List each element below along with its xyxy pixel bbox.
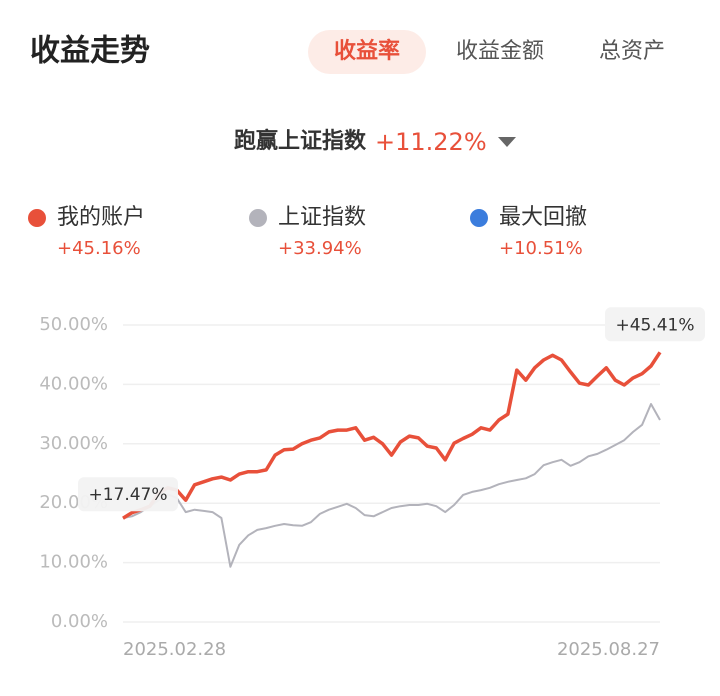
series-line xyxy=(122,403,661,568)
tab[interactable]: 收益金额 xyxy=(456,39,544,64)
legend-name: 最大回撤 xyxy=(499,205,587,230)
legend-value: +33.94% xyxy=(278,238,362,259)
legend-value: +45.16% xyxy=(57,238,141,259)
legend-dot xyxy=(249,209,267,227)
annotation: +45.41% xyxy=(615,315,694,335)
y-tick-label: 30.00% xyxy=(39,433,108,454)
legend-value: +10.51% xyxy=(499,238,583,259)
tab[interactable]: 收益率 xyxy=(334,38,400,64)
legend-dot xyxy=(470,209,488,227)
annotation: +17.47% xyxy=(88,485,167,505)
series-line xyxy=(122,351,662,520)
legend-name: 上证指数 xyxy=(278,205,366,230)
y-tick-label: 0.00% xyxy=(51,611,108,632)
y-tick-label: 10.00% xyxy=(39,552,108,573)
comparison-label: 跑赢上证指数 xyxy=(234,128,367,154)
tab-bg xyxy=(308,30,426,74)
y-tick-label: 50.00% xyxy=(39,314,108,335)
tab[interactable]: 总资产 xyxy=(599,39,665,64)
comparison-value[interactable]: +11.22% xyxy=(375,128,487,156)
y-tick-label: 40.00% xyxy=(39,373,108,394)
annotation-bg xyxy=(78,477,178,512)
legend-name: 我的账户 xyxy=(57,205,145,230)
dropdown-arrow[interactable] xyxy=(498,137,516,147)
x-tick-label: 2025.08.27 xyxy=(557,639,660,660)
annotation-bg xyxy=(605,307,705,342)
legend-dot xyxy=(28,209,46,227)
title: 收益走势 xyxy=(30,34,150,69)
x-tick-label: 2025.02.28 xyxy=(123,639,226,660)
